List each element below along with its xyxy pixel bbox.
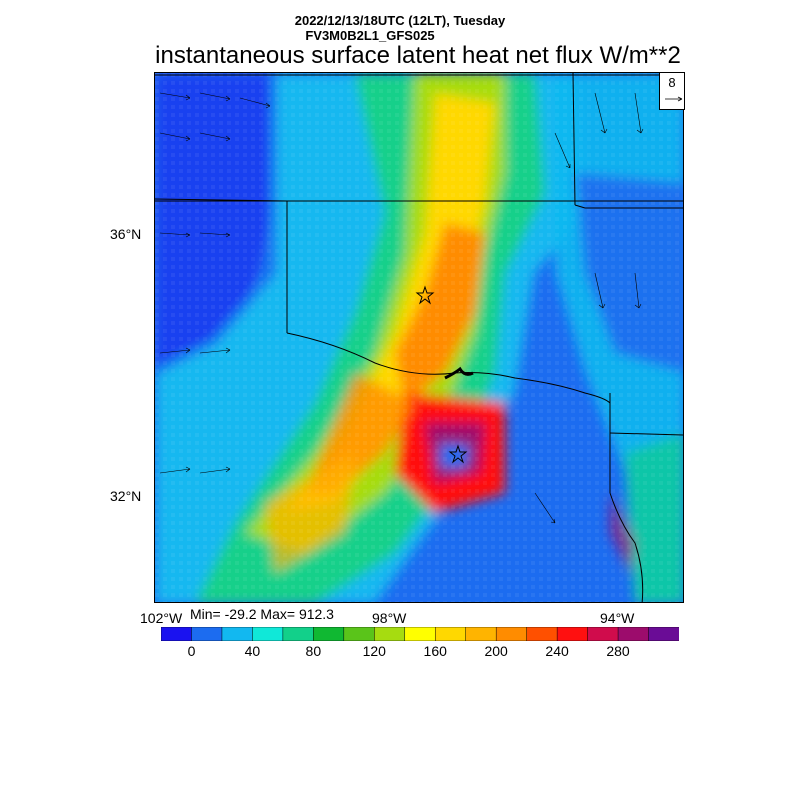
lon-label-94: 94°W [600, 610, 635, 626]
colorbar-swatch [526, 627, 558, 641]
date-line: 2022/12/13/18UTC (12LT), Tuesday [294, 13, 506, 28]
colorbar-swatch [374, 627, 406, 641]
colorbar-label: 160 [423, 643, 447, 659]
colorbar-label: 40 [244, 643, 261, 659]
lon-label-98: 98°W [372, 610, 407, 626]
state-borders [155, 73, 683, 602]
wichita-falls-star [415, 285, 435, 305]
wind-vectors [159, 92, 644, 524]
dallas-star [448, 444, 468, 464]
lon-label-102: 102°W [140, 610, 183, 626]
colorbar [161, 627, 679, 641]
colorbar-swatch [648, 627, 679, 641]
colorbar-label: 200 [484, 643, 508, 659]
colorbar-swatch [221, 627, 254, 641]
flux-field [155, 73, 683, 602]
model-line: FV3M0B2L1_GFS025 [305, 28, 435, 43]
colorbar-swatch [434, 627, 467, 641]
plot-title: instantaneous surface latent heat net fl… [155, 42, 681, 69]
colorbar-swatch [404, 627, 436, 641]
colorbar-swatch [495, 627, 528, 641]
colorbar-swatch [282, 627, 315, 641]
colorbar-swatch [465, 627, 497, 641]
colorbar-label: 0 [187, 643, 196, 659]
colorbar-swatch [587, 627, 619, 641]
reference-arrow-icon [665, 96, 683, 102]
colorbar-swatch [617, 627, 650, 641]
lat-label-36: 36°N [110, 226, 142, 242]
red-river [444, 366, 474, 380]
colorbar-label: 280 [606, 643, 630, 659]
flux-map [154, 72, 684, 603]
min-max-stats: Min= -29.2 Max= 912.3 [190, 606, 334, 622]
colorbar-label: 80 [305, 643, 322, 659]
colorbar-swatch [252, 627, 284, 641]
colorbar-swatch [161, 627, 193, 641]
colorbar-label: 240 [545, 643, 569, 659]
city-stars [415, 285, 468, 464]
lat-label-32: 32°N [110, 488, 142, 504]
reference-vector-value: 8 [668, 75, 676, 90]
colorbar-swatch [191, 627, 223, 641]
colorbar-swatch [343, 627, 376, 641]
colorbar-swatch [556, 627, 589, 641]
colorbar-swatch [313, 627, 345, 641]
reference-vector-box: 8 [659, 72, 685, 110]
colorbar-label: 120 [362, 643, 386, 659]
